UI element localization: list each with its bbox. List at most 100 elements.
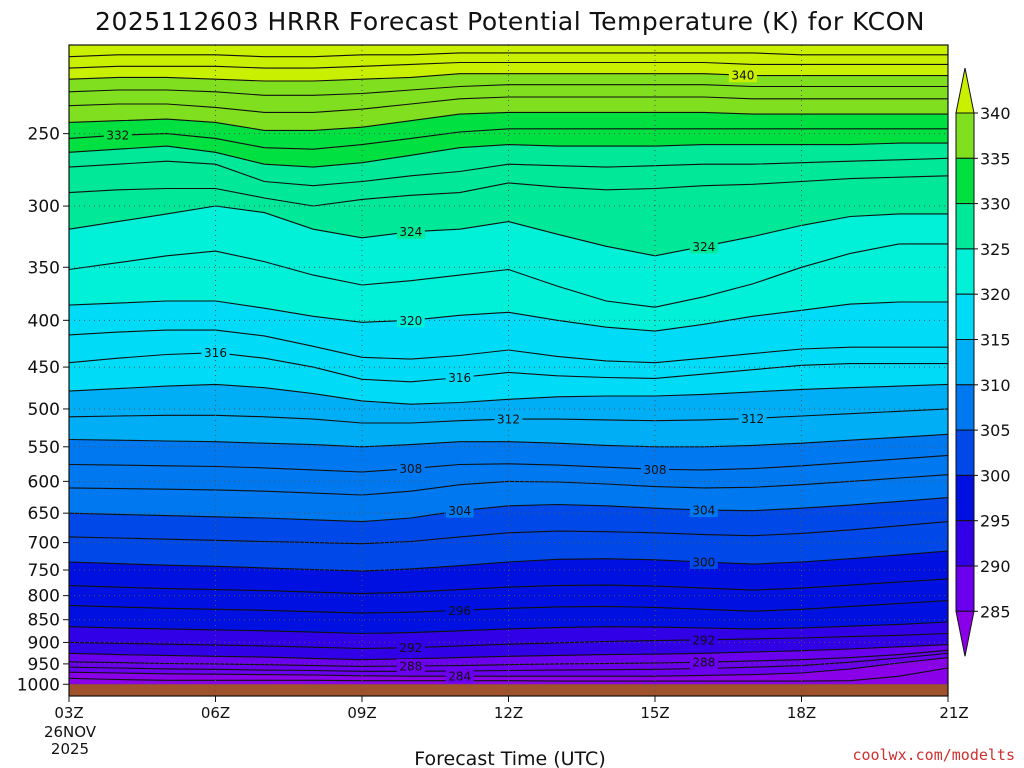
y-tick-300: 300 — [28, 197, 60, 217]
colorbar-tick-325: 325 — [980, 240, 1011, 259]
contour-label-324-3: 324 — [396, 224, 425, 239]
y-tick-550: 550 — [28, 438, 60, 458]
contour-label-text: 312 — [497, 413, 520, 427]
contour-label-text: 304 — [692, 504, 715, 518]
x-axis: 03Z 06Z 09Z 12Z 15Z 18Z 21Z — [54, 696, 969, 722]
contour-label-text: 304 — [448, 504, 471, 518]
contour-label-296-14: 296 — [445, 603, 474, 618]
colorbar-box-10 — [955, 565, 975, 612]
colorbar-tick-330: 330 — [980, 195, 1011, 214]
contour-label-text: 324 — [692, 240, 715, 254]
contour-label-bg — [689, 632, 718, 647]
contour-label-292-16: 292 — [689, 632, 718, 647]
contour-label-text: 324 — [399, 225, 422, 239]
contour-line-314 — [69, 383, 948, 405]
colorbar-box-7 — [955, 429, 975, 476]
y-tick-700: 700 — [28, 534, 60, 554]
contour-line-306 — [69, 474, 948, 496]
contour-label-bg — [689, 655, 718, 670]
x-tick-18Z: 18Z — [787, 704, 816, 722]
contour-label-bg — [201, 345, 230, 360]
contour-label-text: 316 — [204, 346, 227, 360]
y-tick-650: 650 — [28, 504, 60, 524]
colorbar-box-2 — [955, 203, 975, 250]
contour-label-292-15: 292 — [396, 640, 425, 655]
contour-line-330 — [69, 142, 948, 168]
contour-line-322 — [69, 243, 948, 308]
contour-label-bg — [445, 503, 474, 518]
contour-label-bg — [445, 370, 474, 385]
y-tick-500: 500 — [28, 400, 60, 420]
contour-label-text: 288 — [399, 659, 422, 673]
colorbar-extend-bottom — [955, 610, 975, 657]
contour-label-308-10: 308 — [641, 462, 669, 477]
contour-line-336 — [69, 96, 948, 113]
contour-label-320-4: 320 — [396, 313, 425, 328]
contour-label-text: 296 — [448, 604, 471, 618]
contour-fill-group — [69, 45, 948, 696]
contour-label-288-18: 288 — [689, 655, 718, 670]
credit-text: coolwx.com/modelts — [852, 746, 1015, 764]
x-tick-09Z: 09Z — [347, 704, 376, 722]
contour-label-300-13: 300 — [689, 554, 718, 569]
contour-line-328 — [69, 157, 948, 187]
contour-label-bg — [396, 640, 425, 655]
colorbar-box-9 — [955, 520, 975, 567]
y-tick-850: 850 — [28, 611, 60, 631]
contour-label-text: 320 — [399, 314, 422, 328]
contour-line-334 — [69, 111, 948, 131]
colorbar-tick-310: 310 — [980, 376, 1011, 395]
contour-line-310 — [69, 433, 948, 448]
y-tick-600: 600 — [28, 472, 60, 492]
contour-label-bg — [396, 313, 425, 328]
y-tick-450: 450 — [28, 358, 60, 378]
chart-title: 2025112603 HRRR Forecast Potential Tempe… — [95, 7, 925, 36]
contour-label-text: 292 — [692, 633, 715, 647]
contour-label-284-19: 284 — [445, 669, 474, 684]
colorbar-box-4 — [955, 293, 975, 341]
x-tick-12Z: 12Z — [494, 704, 523, 722]
colorbar-tick-300: 300 — [980, 466, 1011, 485]
contour-label-text: 284 — [448, 670, 471, 684]
contour-label-308-9: 308 — [396, 461, 425, 476]
contour-label-text: 308 — [644, 463, 667, 477]
y-tick-250: 250 — [28, 125, 60, 145]
contour-line-342 — [69, 61, 948, 69]
grid-group — [69, 45, 948, 696]
contour-label-bg — [396, 224, 425, 239]
colorbar-tick-295: 295 — [980, 512, 1011, 531]
contour-line-326 — [69, 175, 948, 207]
contour-line-300 — [69, 550, 948, 572]
x-axis-label: Forecast Time (UTC) — [414, 748, 605, 768]
y-tick-1000: 1000 — [17, 675, 60, 695]
year-label: 2025 — [51, 740, 89, 758]
contour-label-304-12: 304 — [689, 503, 718, 518]
contour-label-text: 340 — [731, 69, 754, 83]
contour-label-312-8: 312 — [738, 411, 767, 426]
x-tick-21Z: 21Z — [939, 704, 968, 722]
contour-label-group: 340 332 324 324 320 316 316 312 312 308 308 304 304 3… — [103, 68, 767, 684]
contour-label-bg — [689, 554, 718, 569]
contour-line-332 — [69, 128, 948, 150]
y-tick-900: 900 — [28, 633, 60, 653]
contour-label-bg — [445, 603, 474, 618]
colorbar-box-1 — [955, 157, 975, 205]
contour-label-bg — [396, 658, 425, 673]
y-axis: 2503003504004505005506006507007508008509… — [17, 125, 69, 695]
contour-label-340-0: 340 — [728, 68, 757, 83]
x-tick-15Z: 15Z — [640, 704, 669, 722]
contour-label-bg — [494, 412, 523, 427]
contour-label-bg — [689, 503, 718, 518]
contour-label-bg — [728, 68, 757, 83]
contour-label-324-2: 324 — [689, 239, 718, 254]
y-tick-400: 400 — [28, 311, 60, 331]
contour-label-bg — [396, 461, 425, 476]
colorbar-tick-340: 340 — [980, 104, 1011, 123]
contour-line-288 — [69, 649, 948, 667]
x-tick-06Z: 06Z — [201, 704, 230, 722]
colorbar-box-3 — [955, 248, 975, 295]
contour-label-288-17: 288 — [396, 658, 425, 673]
contour-line-284 — [69, 657, 948, 677]
contour-label-bg — [738, 411, 767, 426]
